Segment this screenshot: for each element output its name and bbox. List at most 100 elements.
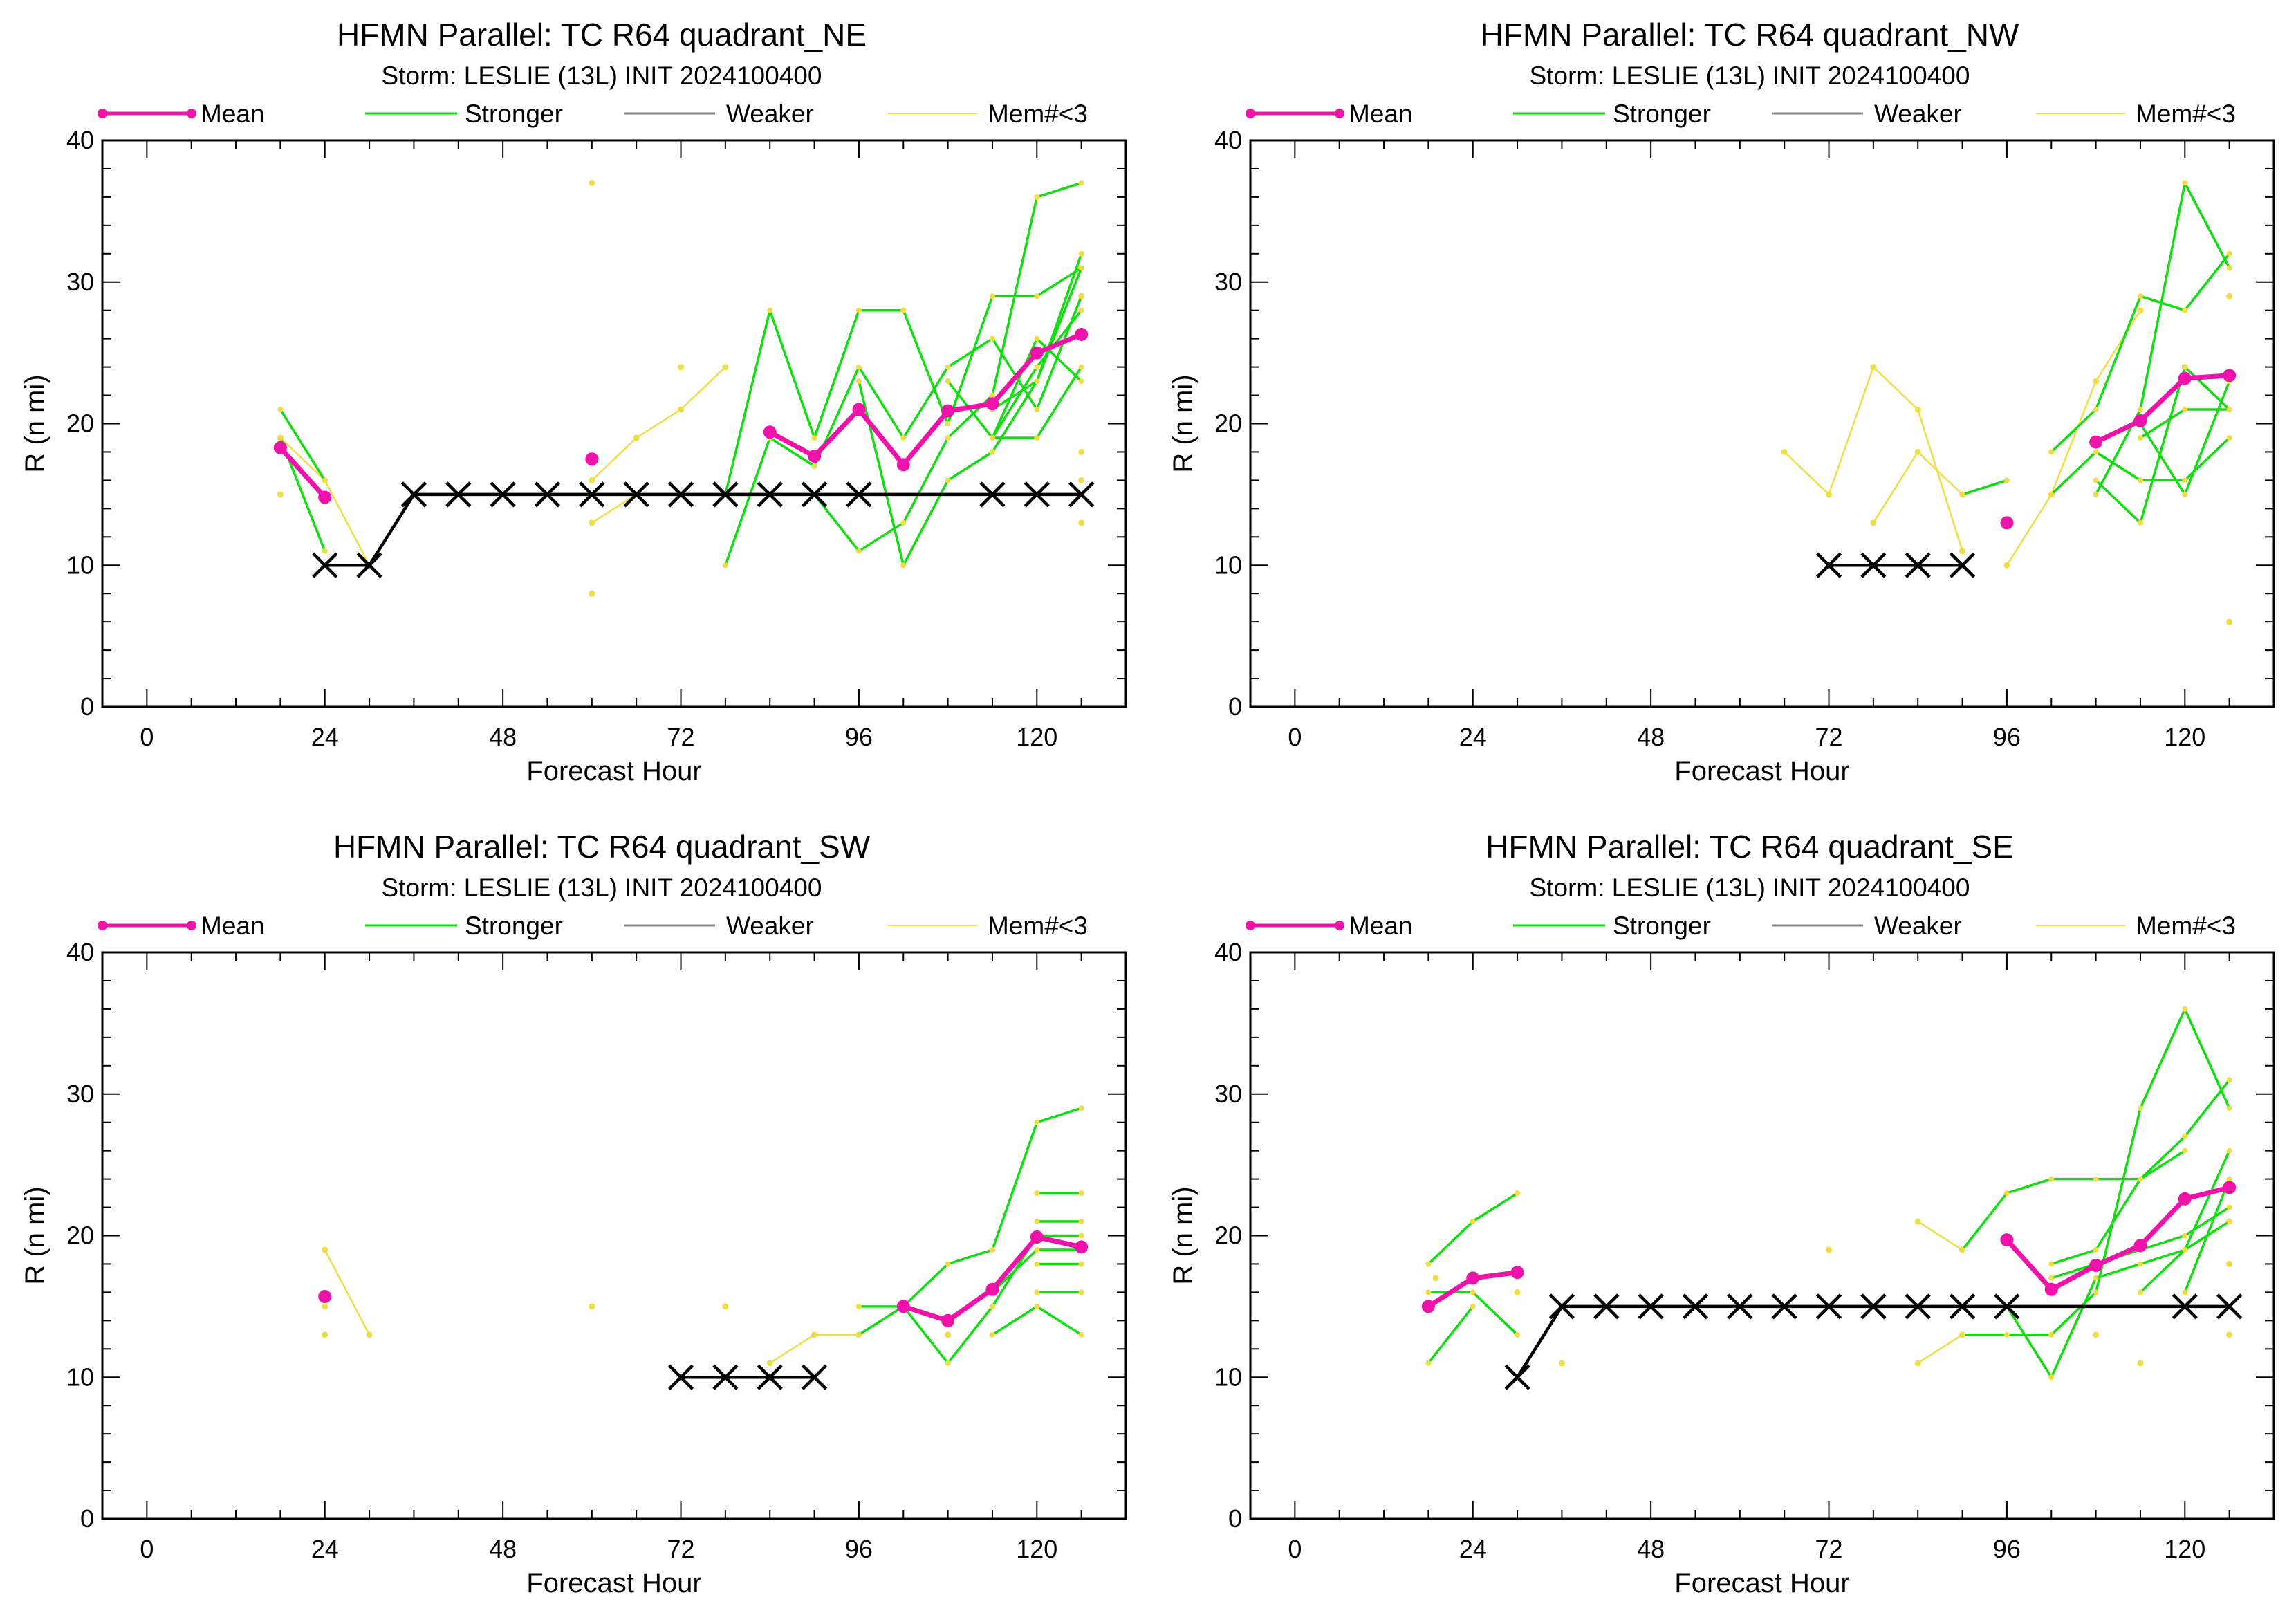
mem-lt3-point bbox=[945, 1331, 952, 1338]
best-track-marker-stroke bbox=[2172, 1293, 2198, 1320]
y-tick-label: 10 bbox=[1214, 551, 1242, 579]
legend-label-stronger: Stronger bbox=[1613, 912, 1711, 940]
best-track-marker-stroke bbox=[579, 481, 605, 508]
stronger-point bbox=[2093, 491, 2099, 497]
x-tick-label: 96 bbox=[845, 723, 873, 751]
best-track-marker bbox=[1994, 1293, 2020, 1320]
x-axis-label: Forecast Hour bbox=[1674, 1568, 1849, 1598]
x-tick-label: 72 bbox=[667, 1535, 694, 1563]
stronger-point bbox=[1515, 1331, 1521, 1338]
stronger-point bbox=[2093, 449, 2099, 455]
mean-point bbox=[1510, 1266, 1524, 1280]
stronger-point bbox=[1034, 434, 1040, 441]
mean-point bbox=[2223, 369, 2237, 382]
stronger-point bbox=[1959, 1246, 1965, 1253]
x-tick-label: 96 bbox=[1993, 1535, 2021, 1563]
stronger-point bbox=[2137, 434, 2143, 441]
mem-lt3-line bbox=[591, 493, 637, 524]
legend-label-weaker: Weaker bbox=[1874, 912, 1962, 940]
mean-point bbox=[1421, 1300, 1435, 1313]
best-track-marker bbox=[1771, 1293, 1797, 1320]
best-track-marker bbox=[1638, 1293, 1664, 1320]
stronger-point bbox=[2182, 491, 2188, 497]
stronger-point bbox=[945, 1261, 951, 1267]
best-track-marker-stroke bbox=[712, 481, 739, 508]
legend-marker-mean bbox=[1246, 921, 1255, 930]
stronger-point bbox=[855, 378, 862, 385]
best-track-marker-stroke bbox=[801, 1364, 828, 1390]
stronger-point bbox=[2048, 1275, 2055, 1281]
stronger-point bbox=[1034, 1119, 1040, 1125]
mean-point bbox=[896, 458, 910, 472]
stronger-line bbox=[1427, 1305, 1474, 1364]
best-track-marker bbox=[534, 481, 561, 508]
best-track-marker-stroke bbox=[757, 1364, 783, 1390]
chart-subtitle: Storm: LESLIE (13L) INIT 2024100400 bbox=[382, 62, 822, 90]
stronger-point bbox=[2226, 1147, 2232, 1154]
best-track-marker-stroke bbox=[312, 552, 338, 578]
mem-lt3-line bbox=[1917, 1220, 1963, 1251]
x-tick-label: 0 bbox=[140, 1535, 154, 1563]
stronger-point bbox=[2182, 1233, 2188, 1239]
best-track-marker-stroke bbox=[534, 481, 561, 508]
y-tick-label: 30 bbox=[66, 1080, 94, 1108]
y-tick-label: 0 bbox=[80, 1504, 94, 1533]
mem-lt3-point bbox=[722, 1303, 729, 1310]
best-track-marker bbox=[1815, 552, 1842, 578]
mean-point bbox=[941, 1313, 955, 1327]
y-tick-label: 10 bbox=[1214, 1363, 1242, 1391]
stronger-point bbox=[2003, 477, 2010, 483]
legend-marker-mean bbox=[1335, 921, 1344, 930]
mem-lt3-point bbox=[1870, 519, 1877, 526]
best-track-marker bbox=[2172, 1293, 2198, 1320]
stronger-point bbox=[2226, 250, 2232, 257]
mean-point bbox=[1466, 1271, 1480, 1285]
stronger-point bbox=[1034, 335, 1040, 342]
best-track-marker-stroke bbox=[757, 481, 783, 508]
stronger-point bbox=[277, 407, 284, 413]
y-tick-label: 40 bbox=[66, 938, 94, 966]
best-track-marker-stroke bbox=[1949, 552, 1976, 578]
stronger-point bbox=[1078, 293, 1084, 299]
mean-point bbox=[2223, 1181, 2237, 1194]
stronger-point bbox=[2226, 1176, 2232, 1182]
best-track-marker bbox=[400, 481, 427, 508]
stronger-point bbox=[2093, 1246, 2099, 1253]
stronger-point bbox=[989, 293, 995, 299]
mean-point bbox=[1075, 1240, 1089, 1254]
best-track-marker-stroke bbox=[1504, 1364, 1530, 1390]
stronger-point bbox=[1425, 1261, 1432, 1267]
mean-point bbox=[2000, 516, 2014, 530]
stronger-point bbox=[1470, 1289, 1476, 1295]
stronger-point bbox=[1034, 1190, 1040, 1197]
mean-point bbox=[2178, 371, 2192, 385]
y-tick-label: 20 bbox=[1214, 409, 1242, 438]
best-track-marker bbox=[1504, 1364, 1530, 1390]
legend: Mean Stronger Weaker Mem#<3 bbox=[98, 912, 1088, 940]
panel-sw: HFMN Parallel: TC R64 quadrant_SW Storm: … bbox=[20, 829, 1127, 1598]
best-track-marker bbox=[712, 1364, 739, 1390]
stronger-point bbox=[1425, 1360, 1432, 1366]
stronger-line bbox=[279, 409, 326, 481]
x-tick-label: 72 bbox=[667, 723, 694, 751]
legend-label-stronger: Stronger bbox=[465, 912, 563, 940]
legend-label-weaker: Weaker bbox=[726, 100, 814, 128]
stronger-point bbox=[945, 421, 951, 427]
stronger-point bbox=[1034, 364, 1040, 370]
mem-lt3-point bbox=[1959, 548, 1966, 555]
best-track-marker bbox=[490, 481, 516, 508]
mean-point bbox=[585, 452, 599, 466]
stronger-point bbox=[989, 1303, 995, 1309]
legend: Mean Stronger Weaker Mem#<3 bbox=[98, 100, 1088, 128]
stronger-point bbox=[2137, 1261, 2143, 1267]
best-track-marker bbox=[846, 481, 872, 508]
best-track-marker-stroke bbox=[1068, 481, 1095, 508]
best-track-marker-stroke bbox=[623, 481, 649, 508]
best-track-marker-stroke bbox=[1815, 552, 1842, 578]
mean-point bbox=[1030, 346, 1044, 360]
mem-lt3-point bbox=[1078, 477, 1085, 483]
stronger-point bbox=[2182, 407, 2188, 413]
stronger-point bbox=[2137, 1176, 2143, 1182]
legend-marker-mean bbox=[1335, 109, 1344, 118]
